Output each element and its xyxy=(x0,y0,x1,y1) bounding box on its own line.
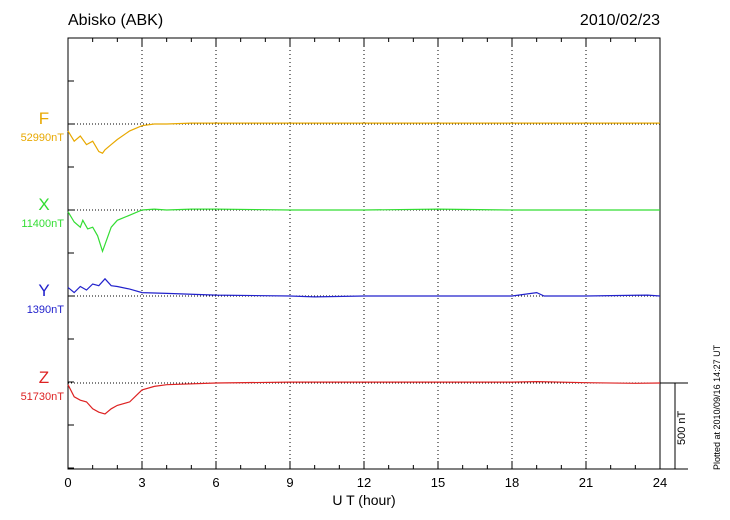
x-tick-label: 6 xyxy=(212,475,219,490)
series-baseline-label-z: 51730nT xyxy=(21,391,65,403)
x-tick-label: 18 xyxy=(505,475,519,490)
x-tick-labels: 0 3 6 9 12 15 18 21 24 xyxy=(64,475,667,490)
x-tick-label: 21 xyxy=(579,475,593,490)
series-labels: F 52990nT X 11400nT Y 1390nT Z 51730nT xyxy=(21,109,65,403)
grid-lines xyxy=(141,38,587,469)
x-tick-label: 9 xyxy=(286,475,293,490)
x-tick-label: 12 xyxy=(357,475,371,490)
series-name-x: X xyxy=(38,195,49,214)
x-tick-label: 3 xyxy=(138,475,145,490)
series-line-x xyxy=(67,208,660,254)
series-line-y xyxy=(67,277,661,298)
x-tick-label: 0 xyxy=(64,475,71,490)
x-axis-title: U T (hour) xyxy=(332,492,396,508)
series-baseline-label-f: 52990nT xyxy=(21,132,65,144)
scale-bar xyxy=(660,382,688,470)
scale-bar-label: 500 nT xyxy=(676,410,688,445)
series-baseline-label-y: 1390nT xyxy=(27,304,65,316)
series-name-y: Y xyxy=(38,281,49,300)
series-lines xyxy=(67,122,661,415)
date-label: 2010/02/23 xyxy=(579,12,660,29)
x-tick-label: 24 xyxy=(653,475,667,490)
series-line-f xyxy=(67,122,660,154)
series-line-z xyxy=(67,380,661,415)
station-title: Abisko (ABK) xyxy=(68,12,164,29)
x-tick-label: 15 xyxy=(431,475,445,490)
series-name-f: F xyxy=(39,109,49,128)
series-name-z: Z xyxy=(39,368,49,387)
series-baseline-label-x: 11400nT xyxy=(21,218,64,230)
